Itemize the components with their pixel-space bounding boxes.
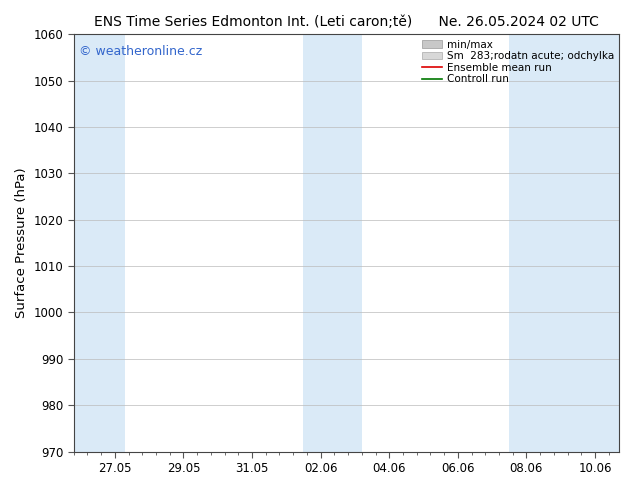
- Bar: [304, 34, 331, 452]
- Text: © weatheronline.cz: © weatheronline.cz: [79, 45, 202, 58]
- Legend: min/max, Sm  283;rodatn acute; odchylka, Ensemble mean run, Controll run: min/max, Sm 283;rodatn acute; odchylka, …: [418, 36, 617, 87]
- Bar: [509, 34, 537, 452]
- Title: ENS Time Series Edmonton Int. (Leti caron;tě)      Ne. 26.05.2024 02 UTC: ENS Time Series Edmonton Int. (Leti caro…: [94, 15, 598, 29]
- Bar: [74, 34, 125, 452]
- Y-axis label: Surface Pressure (hPa): Surface Pressure (hPa): [15, 168, 28, 318]
- Bar: [537, 34, 619, 452]
- Bar: [331, 34, 362, 452]
